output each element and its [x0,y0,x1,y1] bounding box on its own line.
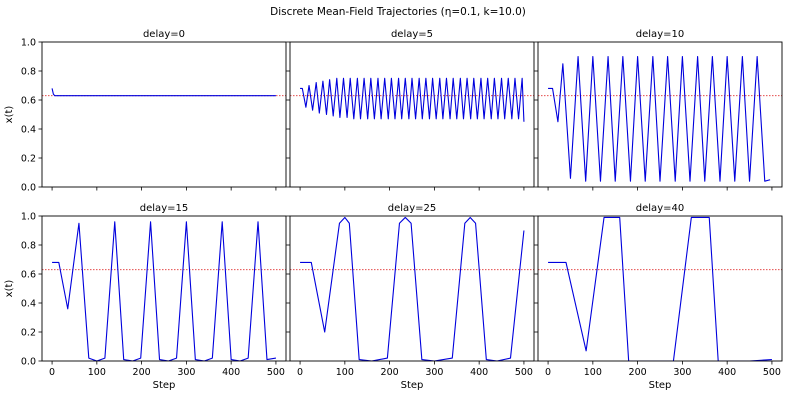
x-tick-label: 500 [267,367,285,378]
x-tick-label: 400 [718,367,736,378]
plot-frame [41,41,287,188]
y-tick-label: 0.4 [21,124,36,135]
x-tick-label: 300 [425,367,443,378]
x-tick-label: 100 [584,367,602,378]
plot-frame [41,215,287,362]
series-line [300,77,525,122]
x-axis-label: Step [401,380,424,391]
x-tick-label: 500 [763,367,781,378]
x-tick-label: 200 [381,367,399,378]
y-tick-label: 0.8 [21,240,36,251]
panel-title: delay=15 [140,203,188,214]
x-axis-label: Step [153,380,176,391]
x-tick-label: 500 [515,367,533,378]
y-tick-label: 0.2 [21,153,36,164]
y-axis-label: x(t) [4,106,15,124]
panel-title: delay=25 [388,203,436,214]
figure-title: Discrete Mean-Field Trajectories (η=0.1,… [270,6,526,18]
x-tick-label: 200 [629,367,647,378]
x-tick-label: 300 [673,367,691,378]
y-tick-label: 0.8 [21,66,36,77]
x-tick-label: 0 [545,367,551,378]
y-tick-label: 0.6 [21,269,36,280]
x-tick-label: 0 [297,367,303,378]
panel-title: delay=5 [391,29,433,40]
panel-title: delay=40 [636,203,684,214]
plot-frame [289,215,535,362]
y-axis-label: x(t) [4,280,15,298]
x-tick-label: 300 [177,367,195,378]
y-tick-label: 0.0 [21,182,36,193]
x-axis-label: Step [649,380,672,391]
plot-frame [537,41,783,188]
chart-panel: delay=10 [534,29,783,191]
series-line [548,216,772,361]
series-line [300,216,525,361]
chart-panel: delay=40 0 100 200 300 400 500 Step [534,203,783,391]
series-line [548,55,771,182]
x-tick-label: 200 [133,367,151,378]
series-line [52,221,277,361]
x-tick-label: 400 [222,367,240,378]
chart-panel: delay=25 0 100 200 300 400 500 Step [286,203,535,391]
y-tick-label: 0.0 [21,356,36,367]
y-tick-label: 1.0 [21,37,36,48]
y-tick-label: 0.6 [21,95,36,106]
x-tick-label: 100 [336,367,354,378]
chart-panel: delay=0 0.0 0.2 0.4 0.6 0.8 1.0 x(t) [4,29,287,193]
y-tick-label: 0.4 [21,298,36,309]
chart-panel: delay=5 [286,29,535,191]
plot-frame [289,41,535,188]
y-tick-label: 1.0 [21,211,36,222]
plot-frame [537,215,783,362]
y-tick-label: 0.2 [21,327,36,338]
panel-title: delay=0 [143,29,185,40]
x-tick-label: 100 [88,367,106,378]
x-tick-label: 0 [49,367,55,378]
chart-panel: delay=15 0.0 0.2 0.4 0.6 0.8 1.0 0 100 200 300 400 5… [4,203,287,391]
x-tick-label: 400 [470,367,488,378]
panel-title: delay=10 [636,29,684,40]
series-line [51,88,276,97]
